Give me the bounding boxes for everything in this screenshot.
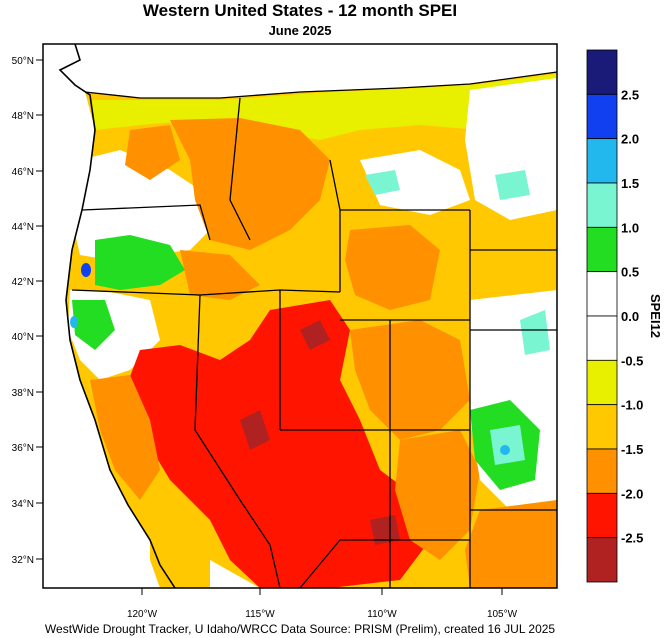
lat-label-44: 44°N <box>12 222 34 233</box>
colorbar-tick-label: 0.0 <box>621 309 639 324</box>
wet-spot-coast <box>70 316 78 328</box>
colorbar-swatch <box>586 182 618 228</box>
colorbar-tick-label: -2.0 <box>621 486 643 501</box>
pnw-normal <box>72 150 210 260</box>
colorbar-tick-label: 2.5 <box>621 87 639 102</box>
lon-label-105: 105°W <box>487 609 518 620</box>
new-mexico-orange <box>395 430 480 560</box>
montana-white <box>360 150 470 215</box>
lon-label-110: 110°W <box>367 609 397 620</box>
kansas-wet <box>520 310 550 355</box>
sw-exceptional-3 <box>370 515 400 545</box>
lon-label-115: 115°W <box>245 609 275 620</box>
map-fill-layer <box>66 72 557 588</box>
idaho-drought <box>170 118 330 250</box>
wet-spot-oregon <box>81 263 91 277</box>
colorbar-swatch <box>586 93 618 140</box>
colorbar: 2.5 2.0 1.5 1.0 0.5 0.0 -0.5 -1.0 -1.5 -2.0 -2.5 <box>586 49 643 583</box>
colorbar-title: SPEI12 <box>648 294 663 338</box>
lon-label-120: 120°W <box>127 609 158 620</box>
colorbar-swatch <box>586 404 618 450</box>
colorbar-tick-label: 1.5 <box>621 176 639 191</box>
lat-label-38: 38°N <box>12 388 34 399</box>
wa-drought <box>125 125 180 180</box>
north-dry-band <box>90 74 557 140</box>
colorbar-swatch <box>586 492 618 539</box>
colorbar-tick-label: 0.5 <box>621 265 639 280</box>
colorbar-swatch <box>586 138 618 184</box>
latitude-axis: 50°N 48°N 46°N 44°N 42°N 40°N 38°N 36°N … <box>12 56 43 566</box>
texas-orange <box>465 500 557 588</box>
lat-label-36: 36°N <box>12 443 34 454</box>
colorbar-tick-label: -1.0 <box>621 398 643 413</box>
pnw-wet-1 <box>95 235 185 290</box>
lat-label-34: 34°N <box>12 499 34 510</box>
plains-wet-2 <box>490 425 525 465</box>
california-orange <box>90 375 160 500</box>
colorbar-swatch <box>586 315 618 361</box>
nd-white <box>465 78 557 220</box>
map-title: Western United States - 12 month SPEI <box>142 1 458 20</box>
sw-exceptional-2 <box>240 410 270 450</box>
wyoming-drought <box>345 225 440 310</box>
colorbar-tick-label: -0.5 <box>621 353 643 368</box>
colorbar-swatch <box>586 49 618 95</box>
canada <box>75 44 557 98</box>
wet-spot-oklahoma <box>500 445 510 455</box>
colorbar-swatch <box>586 271 618 317</box>
lat-label-42: 42°N <box>12 277 34 288</box>
lat-label-46: 46°N <box>12 167 34 178</box>
state-borders <box>71 71 558 589</box>
longitude-axis: 120°W 115°W 110°W 105°W <box>127 588 518 620</box>
montana-wet <box>365 170 400 195</box>
lat-label-40: 40°N <box>12 332 34 343</box>
pacific-ocean <box>43 44 160 588</box>
norcal-wet <box>72 300 115 350</box>
nd-wet <box>495 170 530 200</box>
lat-label-50: 50°N <box>12 56 34 67</box>
lat-label-48: 48°N <box>12 111 34 122</box>
map-subtitle: June 2025 <box>268 23 332 38</box>
colorbar-swatch <box>586 537 618 583</box>
sw-exceptional-1 <box>300 320 330 350</box>
colorbar-swatch <box>586 226 618 273</box>
oregon-drought <box>180 250 260 300</box>
colorbar-tick-label: 2.0 <box>621 132 639 147</box>
colorbar-tick-label: -1.5 <box>621 442 643 457</box>
credit-line: WestWide Drought Tracker, U Idaho/WRCC D… <box>44 622 556 636</box>
colorbar-swatch <box>586 448 618 494</box>
colorbar-tick-label: -2.5 <box>621 531 643 546</box>
mexico <box>210 560 260 588</box>
colorado-orange <box>350 320 470 440</box>
lat-label-32: 32°N <box>12 555 34 566</box>
coastline <box>58 43 176 589</box>
map-frame <box>42 43 558 589</box>
utah-nevada-extreme <box>125 300 430 588</box>
colorbar-swatch <box>586 359 618 406</box>
colorbar-tick-label: 1.0 <box>621 220 639 235</box>
